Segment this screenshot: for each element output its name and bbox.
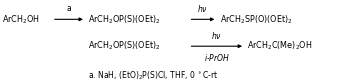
- Text: $h\nu$: $h\nu$: [211, 30, 222, 41]
- Text: ArCH$_2$OP(S)(OEt)$_2$: ArCH$_2$OP(S)(OEt)$_2$: [88, 13, 161, 26]
- Text: $h\nu$: $h\nu$: [198, 3, 208, 14]
- Text: ArCH$_2$SP(O)(OEt)$_2$: ArCH$_2$SP(O)(OEt)$_2$: [220, 13, 292, 26]
- Text: a. NaH, (EtO)$_2$P(S)Cl, THF, 0 $^\circ$C-rt: a. NaH, (EtO)$_2$P(S)Cl, THF, 0 $^\circ$…: [88, 69, 219, 82]
- Text: ArCH$_2$C(Me)$_2$OH: ArCH$_2$C(Me)$_2$OH: [247, 40, 313, 52]
- Text: a: a: [66, 4, 71, 13]
- Text: $i$-PrOH: $i$-PrOH: [204, 52, 230, 63]
- Text: ArCH$_2$OP(S)(OEt)$_2$: ArCH$_2$OP(S)(OEt)$_2$: [88, 40, 161, 52]
- Text: ArCH$_2$OH: ArCH$_2$OH: [2, 13, 39, 26]
